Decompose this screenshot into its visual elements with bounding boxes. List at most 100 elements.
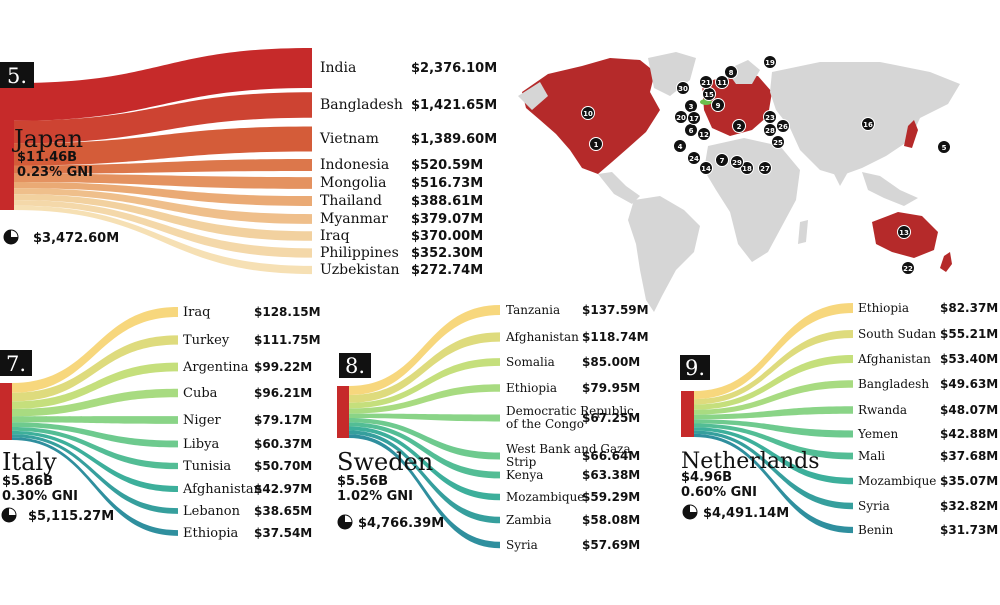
recipient-name: Iraq: [320, 228, 350, 244]
map-marker: 9: [711, 98, 725, 112]
recipient-amount: $42.97M: [254, 482, 312, 496]
flow-5: [349, 418, 500, 460]
flow-3: [14, 159, 312, 174]
map-marker: 5: [937, 140, 951, 154]
recipient-amount: $50.70M: [254, 459, 312, 473]
svg-text:7: 7: [720, 157, 725, 165]
svg-text:10: 10: [583, 110, 593, 118]
map-madagascar: [798, 220, 808, 244]
recipient-amount: $37.68M: [940, 449, 998, 463]
flow-2: [349, 358, 500, 409]
recipient-name: Bangladesh: [320, 97, 403, 113]
recipient-amount: $516.73M: [411, 176, 483, 191]
recipient-name: India: [320, 60, 356, 76]
svg-text:11: 11: [717, 79, 727, 87]
flow-0: [12, 307, 178, 393]
flow-7: [14, 194, 312, 241]
source-bar: [337, 386, 349, 438]
recipient-amount: $1,421.65M: [411, 98, 497, 113]
other-recipients-amount: $4,491.14M: [703, 506, 789, 521]
map-marker: 30: [676, 81, 690, 95]
map-marker: 12: [697, 127, 711, 141]
flow-8: [14, 200, 312, 258]
map-marker: 17: [687, 111, 701, 125]
map-marker: 2: [732, 119, 746, 133]
recipient-amount: $352.30M: [411, 246, 483, 261]
recipient-name: West Bank and Gaza Strip: [506, 442, 631, 469]
other-recipients-amount: $4,766.39M: [358, 516, 444, 531]
recipient-amount: $37.54M: [254, 526, 312, 540]
rank-number: 9.: [685, 356, 705, 380]
recipient-amount: $272.74M: [411, 263, 483, 278]
map-marker: 23: [763, 110, 777, 124]
recipient-name: Vietnam: [319, 131, 379, 147]
recipient-amount: $96.21M: [254, 386, 312, 400]
flow-8: [349, 430, 500, 524]
recipient-name: Lebanon: [183, 504, 241, 519]
flow-5: [12, 422, 178, 448]
total-aid: $11.46B: [17, 150, 77, 165]
country-title: Sweden: [337, 448, 433, 476]
flow-4: [349, 413, 500, 422]
recipient-name: Afghanistan: [505, 330, 579, 344]
recipient-name: Uzbekistan: [320, 262, 400, 278]
map-marker: 11: [715, 75, 729, 89]
recipient-name: Philippines: [320, 245, 399, 261]
recipient-amount: $85.00M: [582, 355, 640, 369]
map-marker: 26: [776, 119, 790, 133]
svg-text:9: 9: [716, 102, 721, 110]
flow-6: [694, 423, 853, 460]
map-marker: 6: [684, 123, 698, 137]
rank-badge: [339, 353, 371, 378]
svg-text:8: 8: [729, 69, 734, 77]
svg-text:24: 24: [689, 155, 699, 163]
pie-icon: [1, 507, 17, 523]
svg-text:18: 18: [742, 165, 752, 173]
map-marker: 25: [771, 135, 785, 149]
recipient-name: Somalia: [506, 355, 555, 369]
recipient-amount: $59.29M: [582, 490, 640, 504]
recipient-amount: $1,389.60M: [411, 132, 497, 147]
recipient-amount: $53.40M: [940, 352, 998, 366]
recipient-amount: $67.25M: [582, 411, 640, 425]
recipient-name: Bangladesh: [858, 377, 929, 391]
recipient-name: Tunisia: [183, 459, 231, 474]
map-alaska: [518, 82, 548, 110]
recipient-name: Turkey: [183, 333, 230, 348]
gni-share: 1.02% GNI: [337, 489, 413, 504]
recipient-amount: $49.63M: [940, 377, 998, 391]
svg-text:29: 29: [732, 159, 742, 167]
map-southeast-asia: [862, 172, 918, 206]
flow-7: [694, 427, 853, 485]
svg-text:13: 13: [899, 229, 909, 237]
flow-0: [694, 303, 853, 400]
svg-text:15: 15: [704, 91, 714, 99]
recipient-amount: $60.37M: [254, 437, 312, 451]
flow-7: [12, 430, 178, 493]
map-marker: 7: [715, 153, 729, 167]
total-aid: $5.86B: [2, 474, 53, 489]
recipient-amount: $2,376.10M: [411, 61, 497, 76]
recipient-name: Cuba: [183, 386, 218, 401]
recipient-name: Syria: [858, 499, 890, 513]
pie-icon: [3, 229, 19, 245]
svg-text:6: 6: [689, 127, 694, 135]
svg-text:2: 2: [737, 123, 742, 131]
recipient-amount: $42.88M: [940, 427, 998, 441]
svg-text:27: 27: [760, 165, 770, 173]
recipient-name: Ethiopia: [858, 301, 909, 315]
recipient-amount: $128.15M: [254, 305, 321, 319]
map-south-america: [628, 196, 700, 312]
svg-text:14: 14: [701, 165, 711, 173]
svg-text:20: 20: [676, 114, 686, 122]
recipient-amount: $137.59M: [582, 303, 649, 317]
recipient-name: Rwanda: [858, 403, 907, 417]
map-marker: 3: [684, 99, 698, 113]
recipient-amount: $388.61M: [411, 194, 483, 209]
recipient-name: Argentina: [182, 360, 249, 375]
flow-7: [349, 426, 500, 501]
total-aid: $4.96B: [681, 470, 732, 485]
